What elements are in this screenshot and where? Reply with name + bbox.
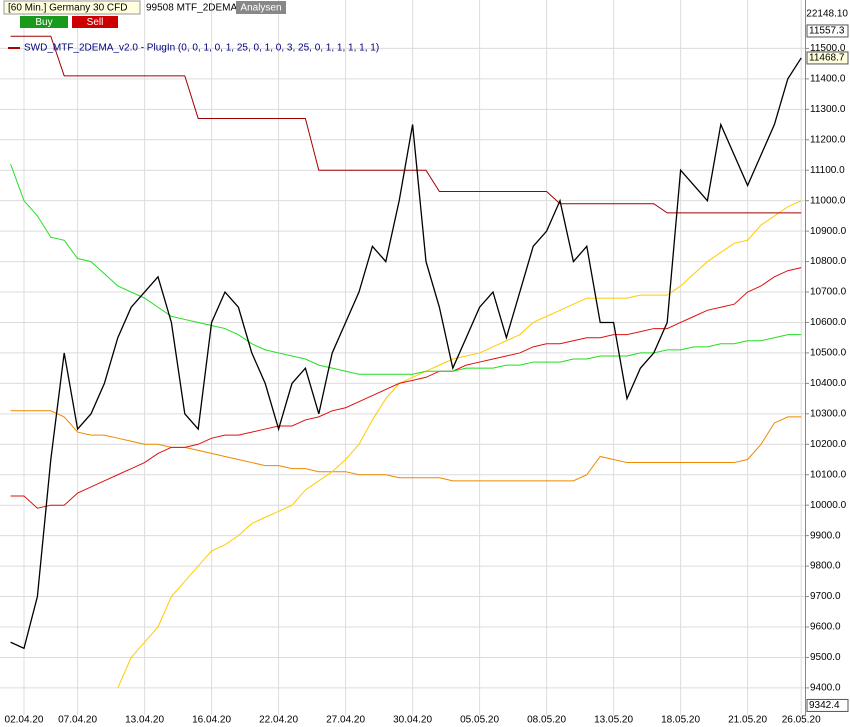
series-line — [10, 163, 802, 375]
price-badge — [806, 24, 849, 38]
x-tick-label: 16.04.20 — [192, 715, 231, 726]
y-tick-label: 10400.0 — [810, 378, 847, 389]
instrument: [60 Min.] Germany 30 CFD — [8, 3, 127, 14]
y-tick-label: 10900.0 — [810, 226, 847, 237]
sell-label: Sell — [87, 17, 104, 28]
price-badge-label: 9342.4 — [809, 700, 840, 711]
price-badge — [806, 51, 849, 65]
account: 99508 MTF_2DEMA — [146, 3, 237, 14]
y-tick-label: 9500.0 — [810, 652, 841, 663]
x-tick-label: 07.04.20 — [58, 715, 97, 726]
y-tick-label: 11200.0 — [810, 134, 846, 145]
analysis-label: Analysen — [240, 3, 281, 14]
y-tick-label: 11100.0 — [810, 165, 845, 176]
y-tick-label: 10600.0 — [810, 317, 847, 328]
legend-text: SWD_MTF_2DEMA_v2.0 - PlugIn (0, 0, 1, 0,… — [24, 43, 379, 54]
series-line — [117, 200, 802, 689]
y-tick-label: 10300.0 — [810, 408, 847, 419]
x-tick-label: 13.05.20 — [594, 715, 633, 726]
x-tick-label: 22.04.20 — [259, 715, 298, 726]
y-tick-label: 10700.0 — [810, 287, 847, 298]
y-tick-label: 9700.0 — [810, 591, 841, 602]
y-tick-label: 10800.0 — [810, 256, 847, 267]
y-tick-label: 10500.0 — [810, 348, 847, 359]
y-tick-label: 11300.0 — [810, 104, 846, 115]
sell-button[interactable] — [72, 16, 118, 28]
series-line — [10, 267, 802, 509]
y-tick-label: 10000.0 — [810, 500, 847, 511]
x-tick-label: 05.05.20 — [460, 715, 499, 726]
analysis-button[interactable] — [236, 1, 286, 14]
y-tick-label: 9800.0 — [810, 561, 841, 572]
x-tick-label: 26.05.20 — [782, 715, 821, 726]
instrument-box[interactable] — [3, 0, 141, 15]
x-tick-label: 13.04.20 — [125, 715, 164, 726]
x-tick-label: 02.04.20 — [5, 715, 44, 726]
x-tick-label: 18.05.20 — [661, 715, 700, 726]
y-tick-label: 11500.0 — [810, 43, 846, 54]
x-tick-label: 30.04.20 — [393, 715, 432, 726]
price-badge-label: 11468.7 — [809, 53, 845, 64]
y-tick-label: 11400.0 — [810, 74, 846, 85]
y-tick-label: 9900.0 — [810, 530, 841, 541]
x-tick-label: 27.04.20 — [326, 715, 365, 726]
y-axis-panel — [806, 0, 850, 727]
buy-button[interactable] — [20, 16, 68, 28]
x-tick-label: 08.05.20 — [527, 715, 566, 726]
price-badge-label: 11557.3 — [809, 26, 845, 37]
top-right-label: 22148.10 — [806, 9, 848, 20]
y-tick-label: 10100.0 — [810, 469, 847, 480]
y-tick-label: 10200.0 — [810, 439, 847, 450]
y-tick-label: 9600.0 — [810, 622, 841, 633]
x-tick-label: 21.05.20 — [728, 715, 767, 726]
series-line — [10, 35, 802, 214]
buy-label: Buy — [35, 17, 52, 28]
series-line — [10, 410, 802, 482]
series-line — [10, 57, 802, 650]
price-badge — [806, 698, 849, 712]
y-tick-label: 11000.0 — [810, 195, 846, 206]
y-tick-label: 9400.0 — [810, 683, 841, 694]
